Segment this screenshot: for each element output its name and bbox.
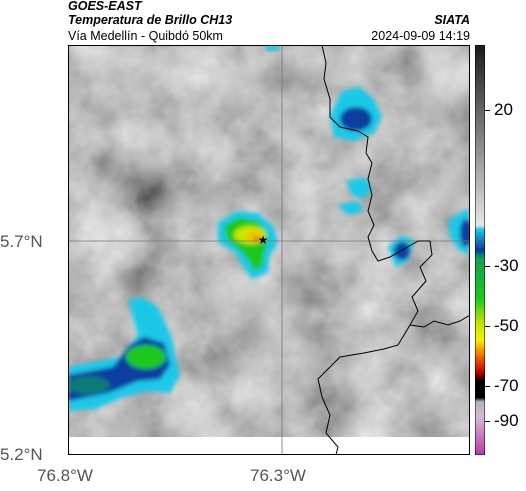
product-title: Temperatura de Brillo CH13 [68, 13, 233, 27]
lat-label-5.7: 5.7°N [0, 232, 43, 251]
lon-label-76.3: 76.3°W [250, 466, 306, 485]
colorbar-label-20: 20 [494, 100, 513, 119]
colorbar-label-minus50: -50 [494, 316, 519, 335]
satellite-map: ★ [68, 45, 470, 455]
border-line-south [317, 324, 411, 455]
agency-label: SIATA [434, 13, 470, 27]
cold-cloud-top-tiny [266, 45, 280, 51]
datetime-label: 2024-09-09 14:19 [371, 29, 470, 43]
colorbar-tick [485, 326, 490, 327]
cold-cloud-east-edge [448, 209, 470, 255]
colorbar-label-minus30: -30 [494, 256, 519, 275]
cold-cloud-southwest [68, 297, 180, 411]
colorbar [475, 45, 485, 455]
cold-cloud-center [218, 211, 278, 279]
map-frame [68, 45, 470, 455]
colorbar-label-minus90: -90 [494, 411, 519, 430]
satellite-title: GOES-EAST [68, 0, 142, 13]
cold-cloud-east-small [338, 177, 372, 215]
border-line [321, 45, 470, 328]
no-data-strip [68, 437, 470, 455]
lat-label-5.2: 5.2°N [0, 445, 43, 464]
lon-label-76.8: 76.8°W [37, 466, 93, 485]
colorbar-label-minus70: -70 [494, 376, 519, 395]
colorbar-tick [485, 110, 490, 111]
colorbar-tick [485, 266, 490, 267]
region-subtitle: Vía Medellín - Quibdó 50km [68, 29, 223, 43]
colorbar-tick [485, 386, 490, 387]
star-icon: ★ [258, 233, 269, 247]
colorbar-tick [485, 421, 490, 422]
